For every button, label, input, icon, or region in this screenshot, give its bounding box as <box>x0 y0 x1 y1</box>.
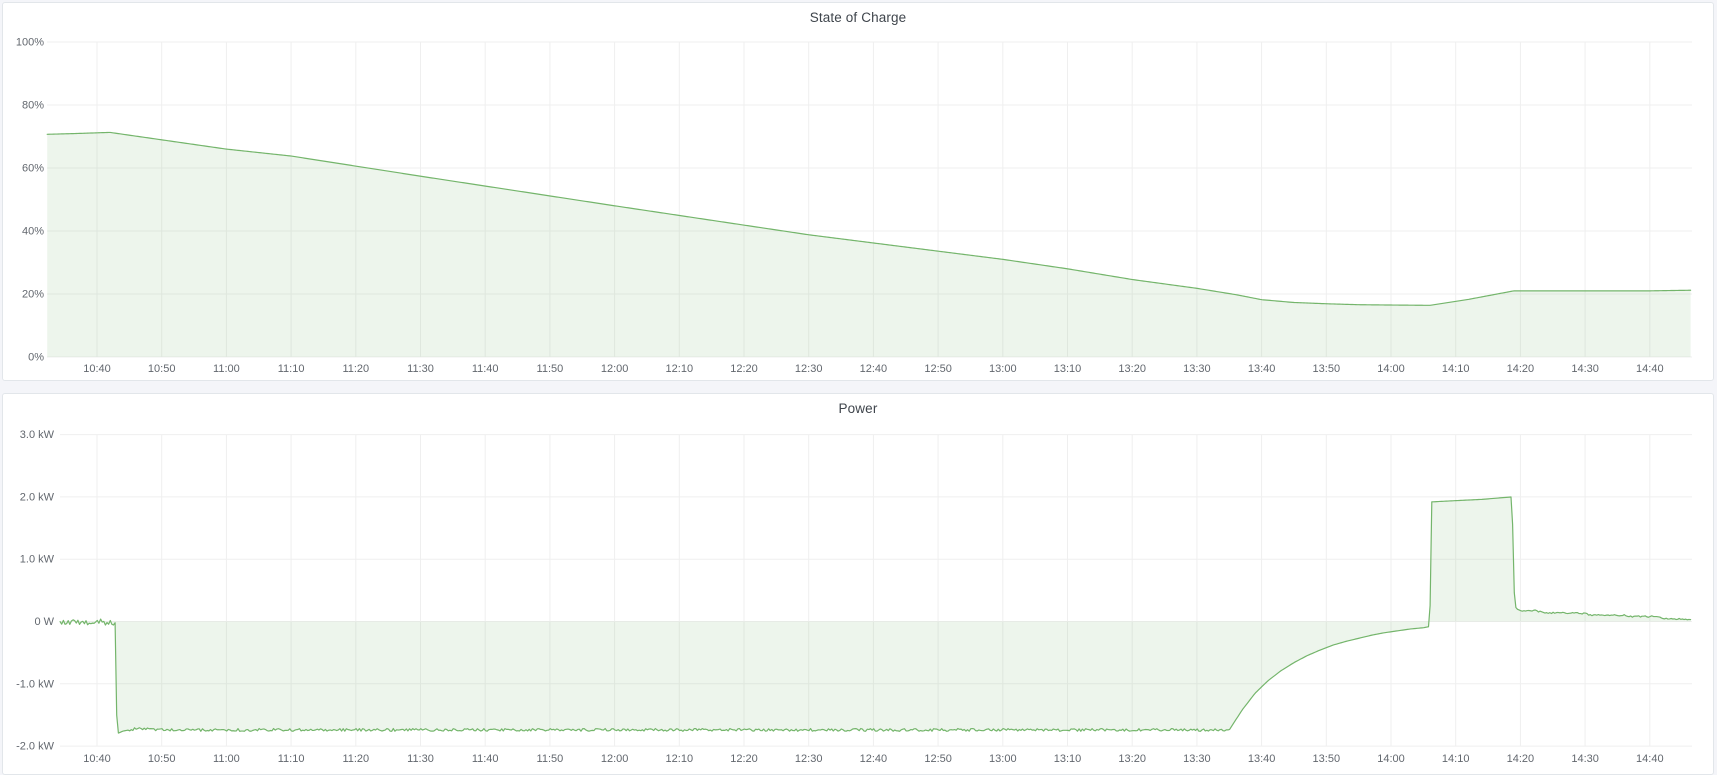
x-axis-label: 11:30 <box>407 753 434 765</box>
x-axis-label: 13:00 <box>989 753 1017 765</box>
x-axis-label: 12:40 <box>860 363 888 375</box>
y-axis-label: 60% <box>22 163 44 175</box>
x-axis-label: 13:50 <box>1313 753 1341 765</box>
x-axis-label: 12:50 <box>924 363 952 375</box>
x-axis-label: 13:50 <box>1313 363 1341 375</box>
y-axis-label: 0% <box>28 352 44 364</box>
x-axis-label: 13:20 <box>1118 363 1146 375</box>
series-line <box>59 496 1692 734</box>
x-axis-label: 14:30 <box>1571 753 1599 765</box>
panel-title-state-of-charge: State of Charge <box>809 10 907 25</box>
y-axis-label: 0 W <box>34 616 54 628</box>
y-axis-label: 100% <box>16 37 44 49</box>
x-axis-label: 13:40 <box>1248 363 1276 375</box>
power-chart[interactable]: 3.0 kW 2.0 kW 1.0 kW 0 W -1.0 kW -2.0 kW 10:40… <box>3 394 1713 774</box>
x-axis-label: 14:20 <box>1507 753 1535 765</box>
x-axis-label: 14:00 <box>1377 363 1405 375</box>
y-axis-label: 20% <box>22 289 44 301</box>
y-axis-label: 3.0 kW <box>20 429 55 441</box>
series-line <box>46 131 1692 306</box>
x-axis-label: 10:40 <box>83 753 111 765</box>
x-axis-label: 12:10 <box>666 363 694 375</box>
x-axis-label: 14:40 <box>1636 363 1664 375</box>
x-axis-label: 11:00 <box>213 753 240 765</box>
panel-power: Power 3.0 kW 2.0 kW 1.0 kW 0 W -1.0 kW -2.0 k… <box>2 393 1714 775</box>
y-axis-label: -2.0 kW <box>16 741 55 753</box>
x-axis-label: 11:20 <box>342 363 369 375</box>
x-axis-label: 10:50 <box>148 363 176 375</box>
x-axis-label: 12:40 <box>860 753 888 765</box>
y-axis-label: 1.0 kW <box>20 554 55 566</box>
x-axis-label: 11:40 <box>472 753 499 765</box>
x-axis-label: 12:10 <box>666 753 694 765</box>
x-axis-label: 12:00 <box>601 753 629 765</box>
panel-title-power: Power <box>838 401 878 416</box>
x-axis-label: 11:20 <box>342 753 369 765</box>
x-axis-label: 11:10 <box>278 753 305 765</box>
x-axis-label: 11:00 <box>213 363 240 375</box>
x-axis-label: 11:30 <box>407 363 434 375</box>
x-axis-label: 13:10 <box>1054 753 1082 765</box>
x-axis-label: 13:30 <box>1183 753 1211 765</box>
x-axis-label: 13:10 <box>1054 363 1082 375</box>
x-axis-label: 12:50 <box>924 753 952 765</box>
x-axis-label: 14:40 <box>1636 753 1664 765</box>
y-axis-label: -1.0 kW <box>16 678 55 690</box>
x-axis-label: 11:10 <box>278 363 305 375</box>
x-axis-label: 14:20 <box>1507 363 1535 375</box>
x-axis-label: 12:30 <box>795 753 823 765</box>
x-axis-label: 10:40 <box>83 363 111 375</box>
x-axis-label: 14:10 <box>1442 753 1470 765</box>
series-area-fill <box>60 496 1691 734</box>
x-axis-label: 14:00 <box>1377 753 1405 765</box>
y-axis-label: 2.0 kW <box>20 491 55 503</box>
x-axis-label: 12:30 <box>795 363 823 375</box>
x-axis-label: 13:00 <box>989 363 1017 375</box>
x-axis-label: 11:50 <box>537 753 564 765</box>
x-axis-label: 12:00 <box>601 363 629 375</box>
y-axis-label: 80% <box>22 100 44 112</box>
x-axis-label: 14:10 <box>1442 363 1470 375</box>
x-axis-label: 10:50 <box>148 753 176 765</box>
x-axis-label: 13:40 <box>1248 753 1276 765</box>
x-axis-label: 12:20 <box>730 363 758 375</box>
x-axis-label: 11:40 <box>472 363 499 375</box>
x-axis-label: 11:50 <box>537 363 564 375</box>
x-axis-label: 14:30 <box>1571 363 1599 375</box>
state-of-charge-chart[interactable]: 100% 80% 60% 40% 20% 0% 10:40 10:50 11:00 11:10 11… <box>3 3 1713 380</box>
x-axis-label: 13:30 <box>1183 363 1211 375</box>
y-axis-label: 40% <box>22 226 44 238</box>
series-area-fill <box>47 132 1691 357</box>
x-axis-label: 13:20 <box>1118 753 1146 765</box>
x-axis-label: 12:20 <box>730 753 758 765</box>
panel-state-of-charge: State of Charge 100% 80% 60% 40% 20% 0% 10:40 1… <box>2 2 1714 381</box>
